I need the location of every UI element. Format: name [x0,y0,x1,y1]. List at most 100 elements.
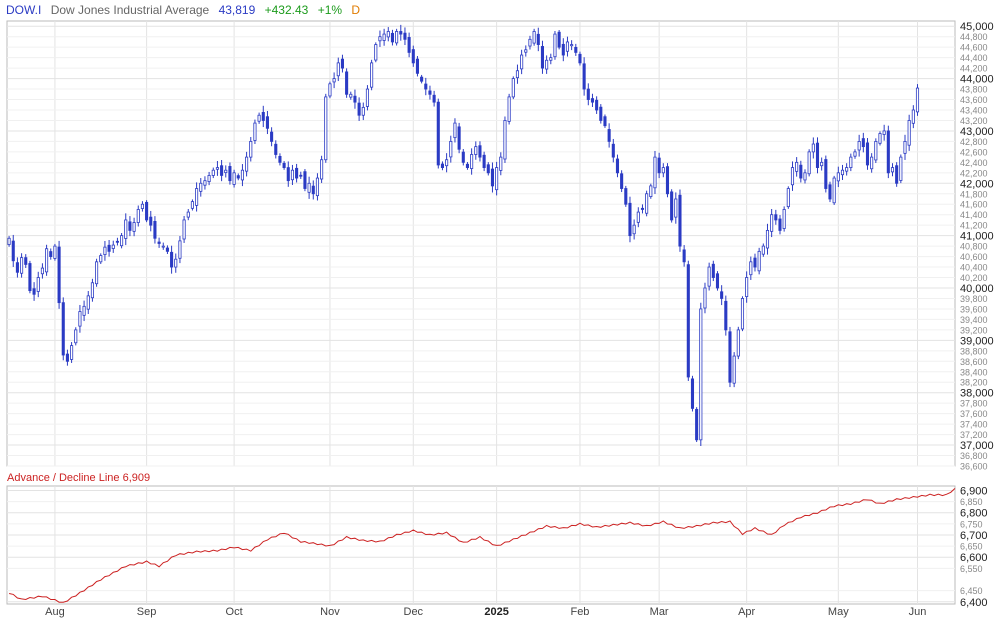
candle-down [15,262,19,273]
candle-down [711,263,715,278]
candle-down [32,288,36,295]
candle-up [770,214,774,232]
candle-up [174,258,178,268]
price-minor-tick-label: 37,400 [960,420,988,430]
candle-down [778,218,782,231]
candle-down [774,214,778,221]
candle-up [199,182,203,192]
percent-change: +1% [317,3,343,17]
x-tick-label-feb: Feb [570,606,589,618]
candle-up [832,177,836,204]
price-minor-tick-label: 36,800 [960,451,988,461]
price-minor-tick-label: 43,800 [960,85,988,95]
candle-up [182,219,186,240]
candle-down [540,46,545,69]
x-tick-label-2025: 2025 [484,606,508,618]
candle-up [86,295,90,310]
candle-down [824,159,828,189]
price-major-tick-label: 39,000 [960,335,994,347]
candle-down [340,58,344,69]
price-minor-tick-label: 43,600 [960,95,988,105]
candle-down [432,94,436,103]
price-minor-tick-label: 36,600 [960,462,988,472]
candle-down [690,378,695,409]
price-major-tick-label: 44,000 [960,74,994,86]
candle-up [745,277,749,297]
x-tick-label-nov: Nov [320,606,340,618]
candle-up [786,188,790,208]
candle-up [78,311,82,327]
breadth-minor-tick-label: 6,850 [960,497,983,507]
breadth-minor-tick-label: 6,650 [960,542,983,552]
candle-up [74,329,78,344]
candle-down [149,216,153,226]
candle-down [57,246,61,304]
candle-down [615,158,620,174]
candle-up [807,151,811,175]
price-minor-tick-label: 39,600 [960,304,988,314]
price-minor-tick-label: 40,600 [960,252,988,262]
candle-down [357,102,361,116]
candle-up [553,33,557,58]
price-minor-tick-label: 39,400 [960,315,988,325]
breadth-major-tick-label: 6,800 [960,508,988,520]
price-major-tick-label: 38,000 [960,388,994,400]
candle-down [228,166,232,182]
price-minor-tick-label: 38,400 [960,367,988,377]
candle-up [528,38,532,47]
breadth-major-tick-label: 6,700 [960,530,988,542]
candle-up [790,167,795,186]
candle-up [570,44,574,47]
symbol-label[interactable]: DOW.I [6,3,42,17]
candle-up [178,240,182,259]
breadth-minor-tick-label: 6,750 [960,519,983,529]
candle-down [828,184,832,200]
candle-up [332,78,336,83]
price-minor-tick-label: 44,600 [960,43,988,53]
candle-up [132,222,136,232]
candle-up [253,122,257,141]
candle-up [382,33,386,41]
candle-down [624,188,628,205]
candle-up [40,267,44,275]
candle-up [215,167,219,170]
period-selector[interactable]: D [351,3,361,17]
candle-up [245,156,249,172]
candle-up [495,167,499,191]
candle-up [849,156,853,168]
price-major-tick-label: 43,000 [960,126,994,138]
candle-down [107,244,111,252]
candle-up [803,172,807,181]
candle-up [365,88,369,107]
candle-up [378,36,382,42]
candle-up [915,87,920,113]
candle-down [640,207,645,210]
candle-up [520,54,524,70]
candle-up [899,156,903,181]
candle-up [324,96,328,161]
candle-up [95,261,99,285]
price-minor-tick-label: 42,800 [960,137,988,147]
candle-down [403,32,407,40]
candle-up [7,237,11,245]
candle-up [649,185,653,197]
candle-down [490,168,495,187]
candle-up [507,96,511,122]
candle-down [590,98,595,103]
candle-down [465,163,470,168]
candle-up [336,62,340,77]
candle-up [232,172,236,185]
candle-up [882,130,886,135]
price-panel-frame [6,20,956,467]
x-tick-label-mar: Mar [650,606,669,618]
candle-down [390,32,394,43]
price-minor-tick-label: 40,400 [960,263,988,273]
candle-down [399,31,403,35]
candle-up [445,159,449,167]
price-minor-tick-label: 44,200 [960,64,988,74]
candle-up [161,245,165,248]
price-minor-tick-label: 43,200 [960,116,988,126]
candle-up [565,41,570,52]
candle-down [865,142,870,166]
candle-up [857,141,861,151]
